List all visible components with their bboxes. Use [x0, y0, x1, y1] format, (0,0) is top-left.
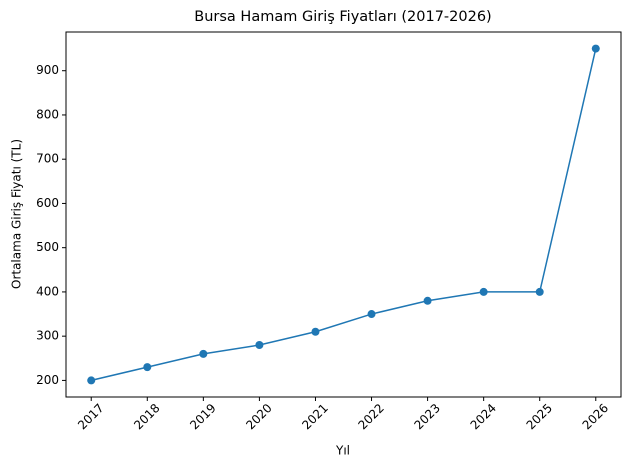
data-point: [87, 376, 96, 385]
x-tick-label: 2023: [411, 401, 442, 432]
data-point: [143, 363, 152, 372]
data-line: [91, 48, 597, 382]
x-tick-label: 2019: [187, 401, 218, 432]
data-point: [311, 327, 320, 336]
y-tick-label: 200: [36, 373, 59, 387]
y-tick-label: 800: [36, 107, 59, 121]
y-tick-label: 300: [36, 329, 59, 343]
data-point: [199, 349, 208, 358]
y-tick-label: 400: [36, 284, 59, 298]
y-axis-label: Ortalama Giriş Fiyatı (TL): [10, 139, 24, 289]
data-point: [535, 287, 544, 296]
data-point: [479, 287, 488, 296]
x-axis-label: Yıl: [335, 444, 350, 458]
x-tick-label: 2017: [75, 401, 106, 432]
y-tick-label: 500: [36, 240, 59, 254]
plot-frame: [65, 31, 622, 398]
x-tick-label: 2018: [131, 401, 162, 432]
y-tick-label: 600: [36, 196, 59, 210]
data-point: [367, 310, 376, 319]
x-tick-label: 2021: [299, 401, 330, 432]
data-point: [423, 296, 432, 305]
data-point: [591, 44, 600, 53]
x-tick-label: 2024: [468, 401, 499, 432]
x-tick-label: 2025: [524, 401, 555, 432]
y-tick-label: 900: [36, 63, 59, 77]
x-tick-label: 2026: [580, 401, 611, 432]
x-tick-label: 2020: [243, 401, 274, 432]
x-tick-label: 2022: [355, 401, 386, 432]
chart-title: Bursa Hamam Giriş Fiyatları (2017-2026): [194, 9, 491, 25]
y-tick-label: 700: [36, 152, 59, 166]
data-point: [255, 341, 264, 350]
